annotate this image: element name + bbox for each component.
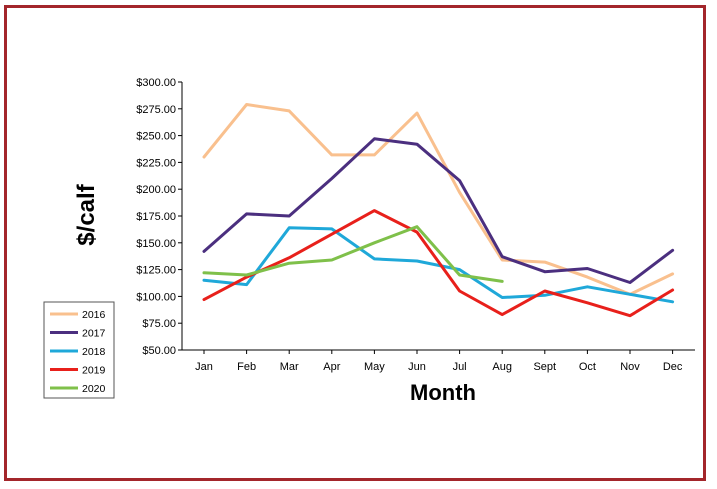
legend-label-2017: 2017	[82, 328, 106, 340]
x-tick-label: Jan	[195, 361, 213, 373]
y-tick-label: $75.00	[142, 318, 176, 330]
legend-label-2019: 2019	[82, 365, 106, 377]
x-tick-label: Nov	[620, 361, 640, 373]
x-tick-label: May	[364, 361, 385, 373]
chart-frame	[4, 5, 706, 481]
y-axis-title: $/calf	[73, 183, 100, 245]
x-tick-label: Jun	[408, 361, 426, 373]
y-tick-label: $125.00	[136, 265, 176, 277]
x-tick-label: Aug	[492, 361, 512, 373]
y-tick-label: $300.00	[136, 77, 176, 89]
legend-label-2020: 2020	[82, 383, 106, 395]
y-tick-labels: $50.00 $75.00 $100.00 $125.00 $150.00 $175.00…	[136, 77, 176, 357]
y-tick-label: $50.00	[142, 345, 176, 357]
series-line-2016	[202, 103, 675, 296]
x-axis-title: Month	[410, 380, 476, 405]
series-line-2020	[202, 225, 504, 283]
y-tick-label: $225.00	[136, 157, 176, 169]
y-tick-label: $275.00	[136, 104, 176, 116]
y-tick-label: $100.00	[136, 291, 176, 303]
y-tick-label: $150.00	[136, 238, 176, 250]
legend-label-2016: 2016	[82, 309, 106, 321]
x-tick-label: Oct	[579, 361, 596, 373]
axes	[178, 81, 695, 354]
series-line-2018	[202, 226, 675, 304]
legend-label-2018: 2018	[82, 346, 106, 358]
series-lines	[202, 103, 675, 318]
x-tick-label: Jul	[453, 361, 467, 373]
x-tick-label: Apr	[323, 361, 340, 373]
x-tick-label: Sept	[533, 361, 556, 373]
series-line-2017	[202, 137, 675, 284]
x-tick-labels: Jan Feb Mar Apr May Jun Jul Aug Sept Oct Nov Dec	[195, 361, 683, 373]
y-tick-label: $175.00	[136, 211, 176, 223]
legend: 2016 2017 2018 2019 2020	[43, 301, 115, 399]
x-tick-label: Dec	[663, 361, 683, 373]
series-line-2019	[202, 209, 675, 318]
x-tick-label: Mar	[280, 361, 299, 373]
y-tick-label: $200.00	[136, 184, 176, 196]
x-tick-label: Feb	[237, 361, 256, 373]
y-tick-label: $250.00	[136, 131, 176, 143]
